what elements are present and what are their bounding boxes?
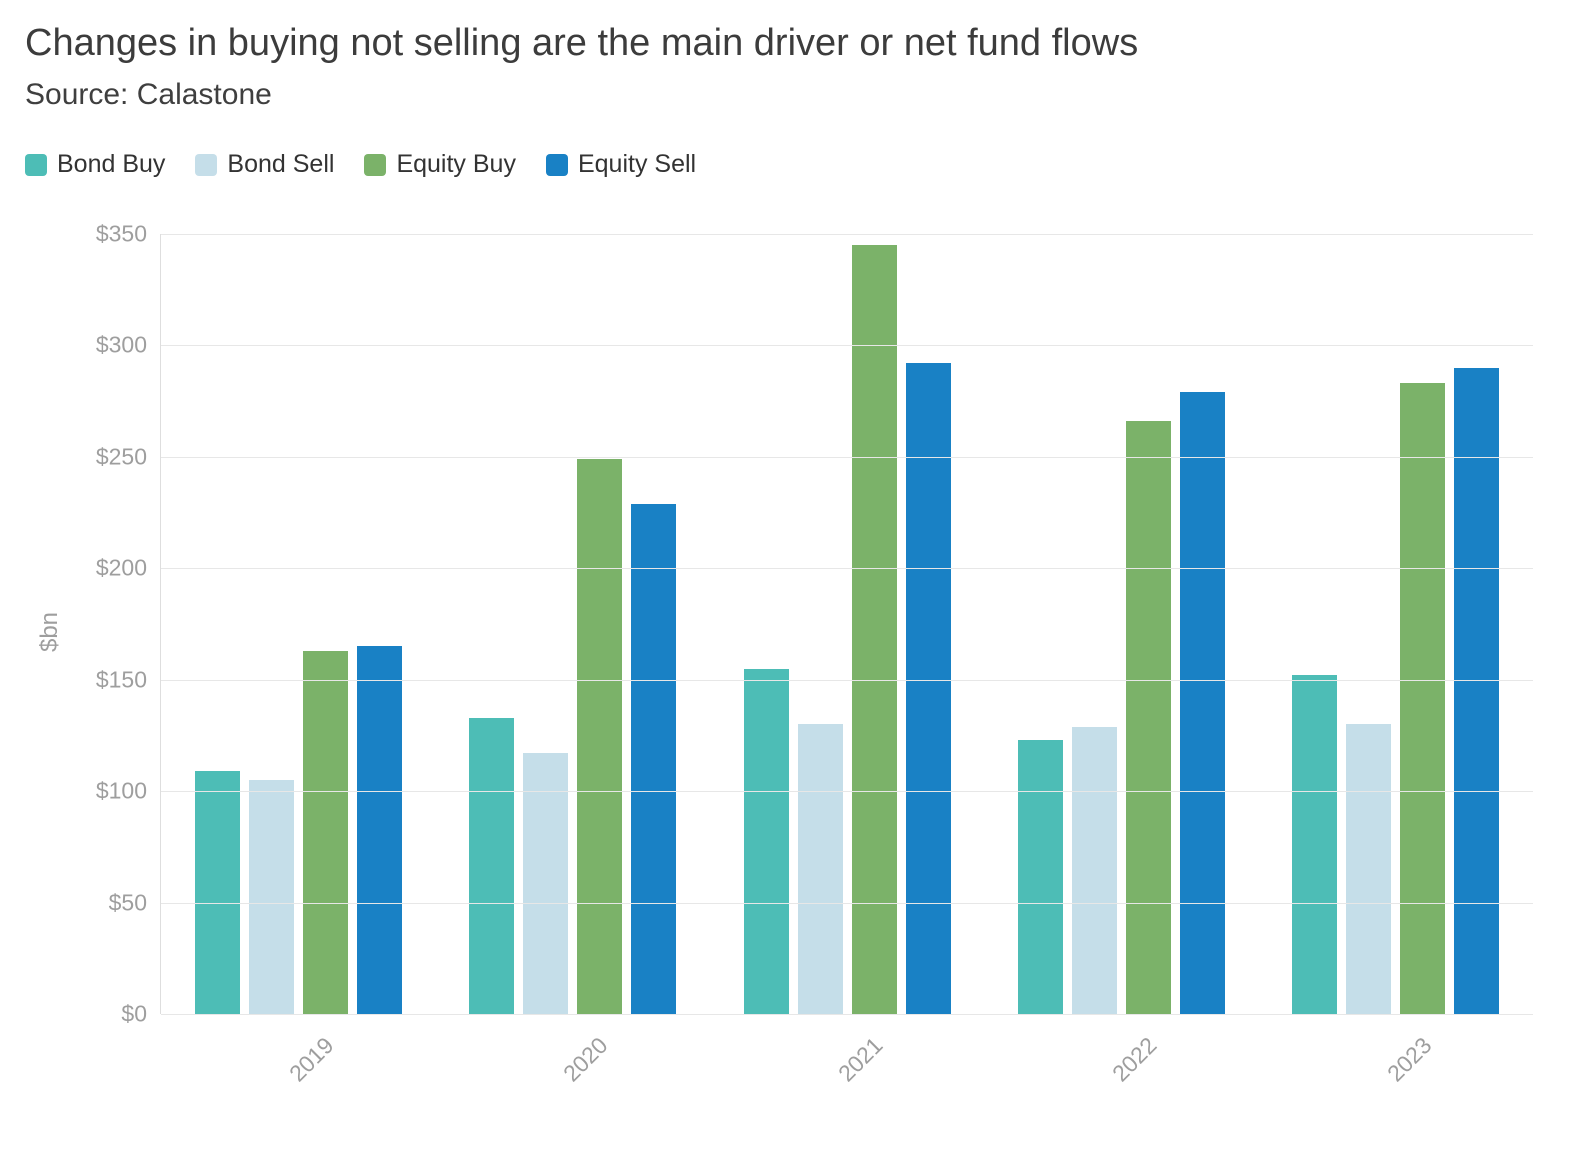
bar-equity-buy-2022: [1125, 421, 1171, 1014]
bar-equity-sell-2020: [631, 503, 677, 1014]
gridline-300: [161, 345, 1533, 347]
x-axis-label-2020: 2020: [558, 1032, 613, 1087]
bar-bond-sell-2020: [523, 753, 569, 1014]
chart-container: $bn $0 $50 $100 $150 $200 $250 $300 $350 2019 202…: [0, 218, 1592, 1138]
bar-bond-sell-2023: [1346, 724, 1392, 1014]
legend-label-equity-buy: Equity Buy: [396, 150, 516, 178]
bar-equity-buy-2020: [577, 459, 623, 1014]
y-tick-label-100: $100: [95, 777, 147, 804]
legend-item-bond-sell[interactable]: Bond Sell: [195, 150, 334, 179]
y-tick-label-350: $350: [95, 220, 147, 247]
bar-equity-buy-2023: [1400, 383, 1446, 1014]
bar-bond-sell-2021: [797, 724, 843, 1014]
legend-item-bond-buy[interactable]: Bond Buy: [25, 150, 165, 179]
y-tick-label-50: $50: [108, 889, 147, 916]
bar-group-2022: [984, 234, 1258, 1014]
bar-group-2023: [1259, 234, 1533, 1014]
x-axis-label-2022: 2022: [1107, 1032, 1162, 1087]
gridline-50: [161, 902, 1533, 904]
legend: Bond Buy Bond Sell Equity Buy Equity Sell: [25, 150, 696, 179]
bar-group-2021: [710, 234, 984, 1014]
legend-label-bond-sell: Bond Sell: [227, 150, 335, 178]
bar-equity-buy-2019: [302, 650, 348, 1014]
bar-equity-sell-2019: [356, 646, 402, 1014]
x-axis-label-2021: 2021: [832, 1032, 888, 1087]
legend-swatch-equity-sell: [545, 153, 568, 176]
bar-equity-sell-2021: [905, 363, 951, 1014]
gridline-100: [161, 791, 1533, 793]
gridline-350: [161, 234, 1533, 235]
bar-groups: [161, 234, 1533, 1014]
y-tick-label-0: $0: [121, 1000, 147, 1027]
bar-equity-buy-2021: [851, 245, 897, 1014]
legend-swatch-bond-buy: [25, 153, 47, 176]
bar-bond-buy-2019: [194, 771, 240, 1014]
legend-label-bond-buy: Bond Buy: [57, 150, 166, 178]
gridline-150: [161, 679, 1533, 681]
y-tick-label-150: $150: [95, 666, 147, 693]
bar-bond-buy-2021: [743, 668, 789, 1014]
bar-bond-sell-2019: [248, 780, 294, 1014]
x-axis-label-2019: 2019: [284, 1032, 339, 1087]
legend-item-equity-sell[interactable]: Equity Sell: [545, 150, 697, 179]
x-axis-label-2023: 2023: [1381, 1032, 1437, 1087]
plot-area: $0 $50 $100 $150 $200 $250 $300 $350 2019 2020 202…: [96, 221, 1533, 1087]
y-tick-label-200: $200: [95, 554, 147, 581]
gridline-250: [161, 456, 1533, 458]
bar-bond-buy-2023: [1292, 675, 1338, 1014]
page-subtitle: Source: Calastone: [25, 78, 272, 111]
legend-item-equity-buy[interactable]: Equity Buy: [364, 150, 516, 179]
bar-bond-buy-2022: [1017, 739, 1063, 1014]
y-tick-label-250: $250: [95, 443, 147, 470]
gridline-0: [161, 1014, 1533, 1015]
legend-swatch-equity-buy: [364, 153, 387, 176]
legend-swatch-bond-sell: [195, 153, 218, 176]
bar-bond-buy-2020: [469, 717, 515, 1014]
gridline-200: [161, 568, 1533, 570]
bar-equity-sell-2023: [1454, 367, 1500, 1014]
bar-bond-sell-2022: [1071, 726, 1117, 1014]
bar-group-2019: [161, 234, 435, 1014]
y-tick-label-300: $300: [95, 331, 147, 358]
bar-equity-sell-2022: [1179, 392, 1225, 1014]
y-axis-title: $bn: [36, 611, 64, 653]
legend-label-equity-sell: Equity Sell: [577, 150, 697, 178]
bar-group-2020: [435, 234, 709, 1014]
page-title: Changes in buying not selling are the ma…: [25, 22, 1139, 64]
